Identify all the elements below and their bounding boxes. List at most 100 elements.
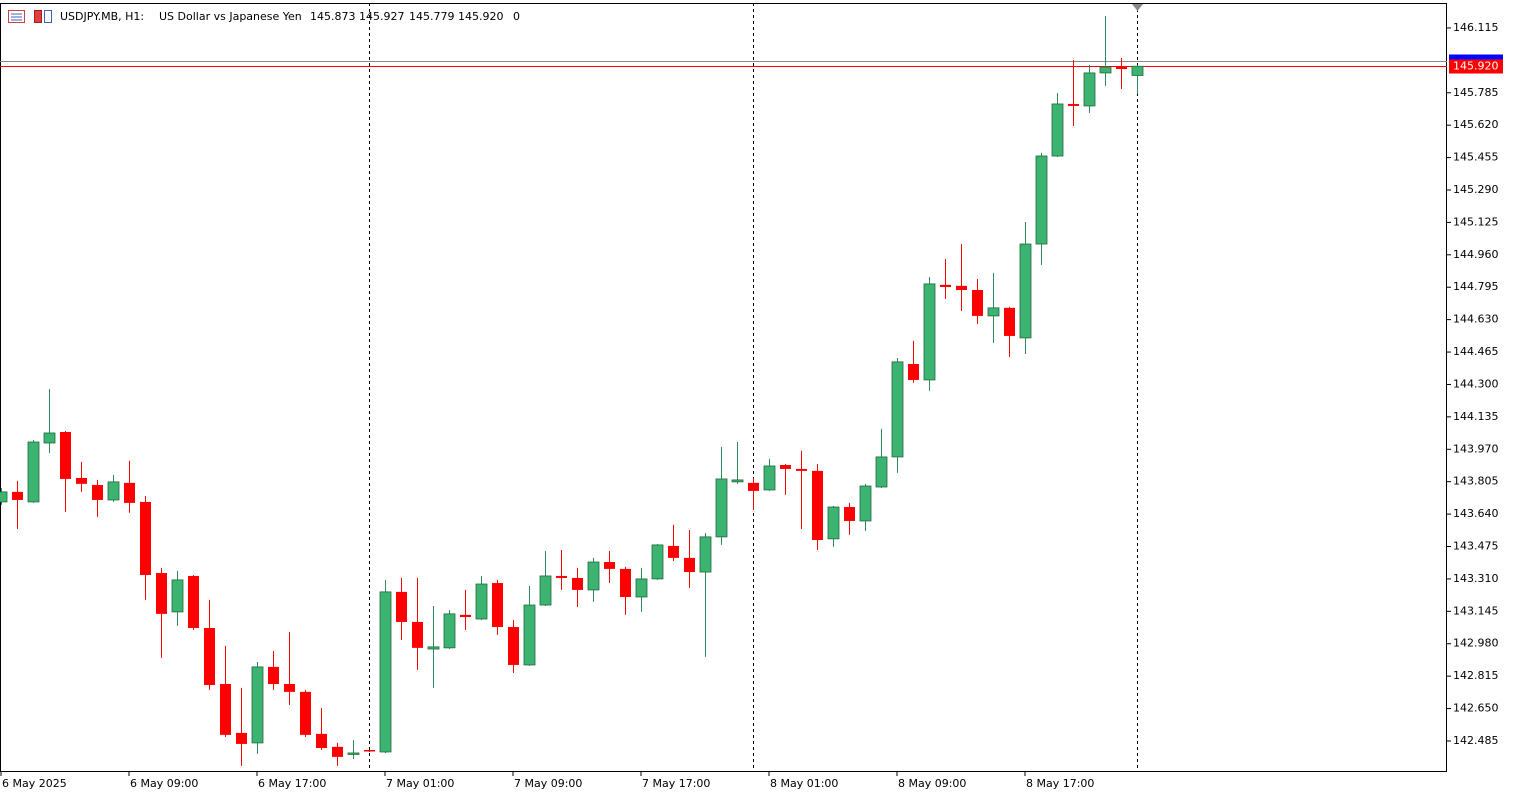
candle-body (300, 691, 311, 735)
candle-body (812, 470, 823, 541)
y-tick-label: 144.795 (1453, 280, 1499, 293)
candle-body (940, 284, 951, 288)
bid-label: 145.920 (1453, 60, 1499, 73)
candle-body (316, 733, 327, 749)
candle-body (284, 684, 295, 692)
candle-body (715, 478, 728, 538)
x-tick-label: 8 May 01:00 (770, 777, 838, 790)
quote-close: 145.920 (458, 10, 504, 23)
y-tick-label: 142.650 (1453, 702, 1499, 715)
y-tick-label: 145.620 (1453, 118, 1499, 131)
plot-frame (0, 3, 1447, 772)
bid-label-box (1449, 59, 1503, 74)
y-tick-label: 142.980 (1453, 637, 1499, 650)
quote-high: 145.927 (359, 10, 405, 23)
candle-body (12, 491, 23, 500)
candle-body (236, 732, 247, 744)
candle-body (731, 479, 744, 483)
candle-body (908, 364, 919, 380)
candle-body (651, 544, 664, 580)
y-tick-label: 145.125 (1453, 215, 1499, 228)
candle-body (1131, 65, 1144, 76)
candle-body (587, 561, 600, 591)
candle-body (1068, 103, 1079, 106)
header-icons (8, 10, 52, 23)
y-tick-label: 145.290 (1453, 183, 1499, 196)
candle-body (204, 628, 215, 685)
candle-body (827, 506, 840, 540)
candle-body (796, 468, 807, 471)
candle-body (780, 464, 791, 469)
x-tick-label: 7 May 09:00 (514, 777, 582, 790)
candle-body (1099, 66, 1112, 74)
candle-body (859, 485, 872, 522)
candle-body (635, 578, 648, 598)
candle-body (556, 575, 567, 578)
candle-body (347, 752, 360, 755)
y-tick-label: 143.640 (1453, 507, 1499, 520)
candle-body (1083, 72, 1096, 107)
candle-body (60, 431, 71, 479)
candle-body (220, 684, 231, 735)
quote-low: 145.779 (409, 10, 455, 23)
candle-body (443, 613, 456, 649)
y-tick-label: 144.960 (1453, 248, 1499, 261)
y-tick-label: 144.630 (1453, 313, 1499, 326)
y-tick-label: 145.785 (1453, 86, 1499, 99)
y-tick-label: 143.475 (1453, 540, 1499, 553)
candle-body (460, 614, 471, 618)
spread: 0 (513, 10, 520, 23)
candle-body (396, 591, 407, 622)
current-bar-marker (1132, 4, 1143, 11)
icon-candle[interactable] (44, 10, 52, 23)
candle-body (107, 481, 120, 501)
y-tick-label: 144.465 (1453, 345, 1499, 358)
y-tick-label: 143.970 (1453, 442, 1499, 455)
x-tick-label: 7 May 17:00 (642, 777, 710, 790)
candle-body (1035, 155, 1048, 245)
candle-body (891, 361, 904, 458)
candle-body (972, 289, 983, 316)
candle-body (1019, 243, 1032, 339)
x-tick-label: 8 May 09:00 (898, 777, 966, 790)
candle-body (0, 491, 8, 503)
candle-body (76, 477, 87, 484)
candle-body (620, 568, 631, 597)
candle-body (43, 432, 56, 444)
candle-body (171, 579, 184, 613)
candle-body (268, 666, 279, 685)
candle-body (875, 456, 888, 488)
y-tick-label: 143.805 (1453, 475, 1499, 488)
candle-body (1004, 307, 1015, 336)
candle-body (332, 746, 343, 757)
candle-body (188, 575, 199, 629)
candle-body (156, 573, 167, 614)
x-tick-label: 7 May 01:00 (386, 777, 454, 790)
candle-body (956, 285, 967, 290)
candle-body (572, 577, 583, 590)
x-tick-label: 6 May 09:00 (130, 777, 198, 790)
candle-body (668, 545, 679, 558)
y-tick-label: 142.815 (1453, 669, 1499, 682)
candle-body (539, 575, 552, 606)
y-tick-label: 144.135 (1453, 410, 1499, 423)
candle-body (140, 501, 151, 575)
candle-body (251, 666, 264, 744)
symbol: USDJPY.MB, H1: (60, 10, 144, 23)
y-tick-label: 142.485 (1453, 734, 1499, 747)
y-tick-label: 146.115 (1453, 21, 1499, 34)
x-tick-label: 8 May 17:00 (1026, 777, 1094, 790)
candle-body (763, 465, 776, 491)
candle-body (987, 307, 1000, 317)
candle-body (1116, 67, 1127, 69)
candle-body (364, 750, 375, 752)
candle-body (475, 583, 488, 620)
candle-body (27, 441, 40, 503)
y-tick-label: 145.455 (1453, 151, 1499, 164)
candle-body (379, 591, 392, 753)
y-tick-label: 144.300 (1453, 377, 1499, 390)
candle-body (748, 482, 759, 491)
y-tick-label: 143.145 (1453, 604, 1499, 617)
icon-candle[interactable] (34, 10, 42, 23)
candle-body (923, 283, 936, 381)
